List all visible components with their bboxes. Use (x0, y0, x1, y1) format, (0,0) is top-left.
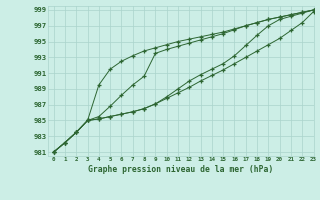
X-axis label: Graphe pression niveau de la mer (hPa): Graphe pression niveau de la mer (hPa) (88, 165, 273, 174)
